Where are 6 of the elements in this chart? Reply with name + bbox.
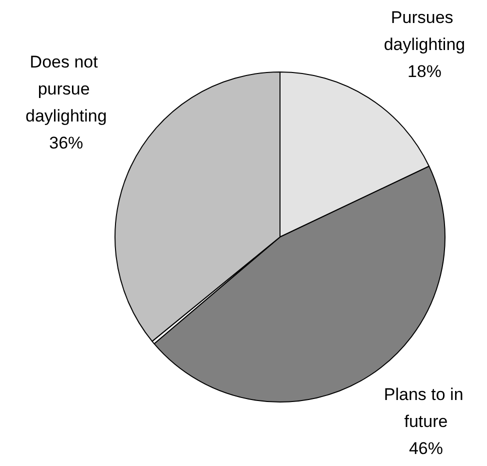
slice-label: Does not pursue daylighting — [26, 52, 107, 126]
data-label: 36% — [49, 133, 84, 152]
slice-label: Plans to in future — [384, 385, 468, 431]
slice-label: Pursues daylighting — [384, 8, 466, 54]
data-label: 18% — [407, 62, 442, 81]
data-label: 46% — [408, 439, 443, 458]
